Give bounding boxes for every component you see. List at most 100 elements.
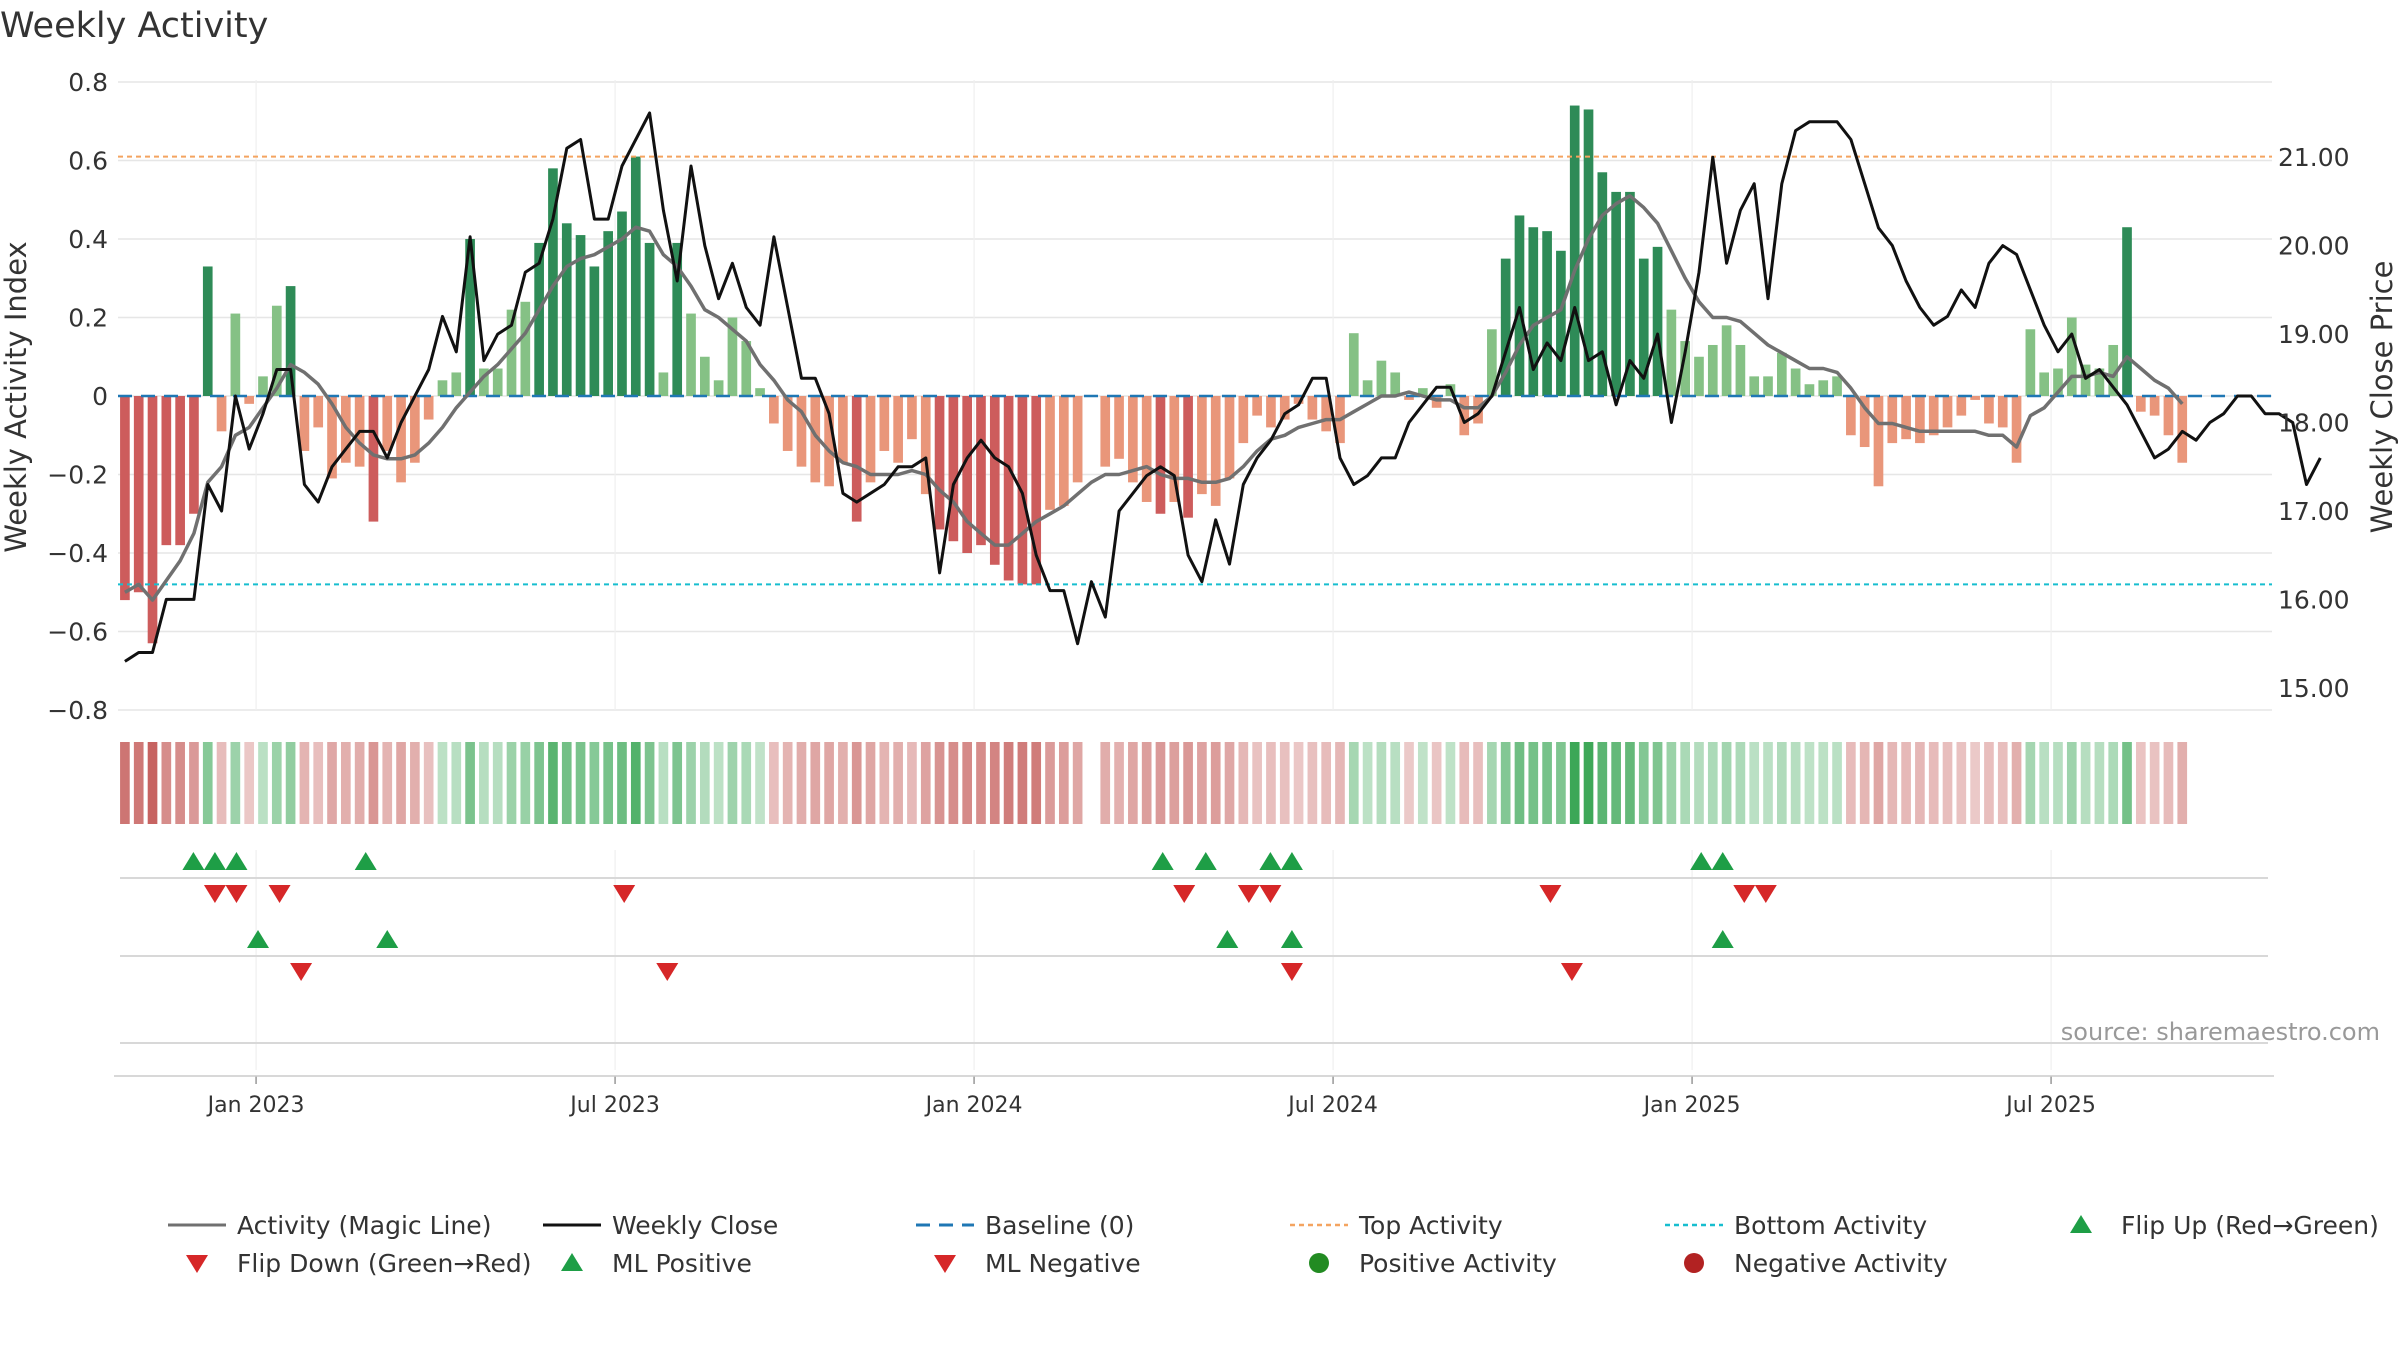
activity-bar xyxy=(1487,329,1497,396)
x-tick-label: Jul 2024 xyxy=(1286,1093,1378,1118)
activity-bar xyxy=(1763,376,1773,396)
heat-cell xyxy=(506,742,517,824)
flip-down-marker xyxy=(1259,885,1282,903)
heat-cell xyxy=(1100,742,1111,824)
activity-bar xyxy=(451,372,462,396)
heat-cell xyxy=(1790,742,1801,824)
heat-cell xyxy=(1376,742,1387,824)
activity-bar xyxy=(1749,376,1760,396)
heat-cell xyxy=(534,742,544,824)
heat-cell xyxy=(782,742,793,824)
flip-down-marker xyxy=(268,885,291,903)
activity-heat-strip xyxy=(120,742,2188,824)
heat-cell xyxy=(1901,742,1911,824)
heat-cell xyxy=(2135,742,2146,824)
y-left-tick-label: 0.2 xyxy=(68,304,108,333)
y-left-tick-label: −0.2 xyxy=(47,461,108,490)
activity-bar xyxy=(1680,341,1691,396)
activity-bar xyxy=(1611,191,1621,396)
activity-bar xyxy=(603,231,614,396)
activity-bar xyxy=(989,396,1000,565)
heat-cell xyxy=(948,742,959,824)
activity-bar xyxy=(2163,396,2174,436)
activity-bar xyxy=(1279,396,1290,420)
activity-bar xyxy=(976,396,986,546)
activity-bar xyxy=(1128,396,1138,483)
activity-bar xyxy=(1569,105,1580,397)
heat-cell xyxy=(589,742,600,824)
activity-bar xyxy=(644,242,655,396)
activity-bar xyxy=(2122,227,2132,396)
heat-cell xyxy=(271,742,282,824)
activity-bar xyxy=(755,388,765,396)
heat-cell xyxy=(617,742,627,824)
activity-bar xyxy=(1652,246,1663,396)
heat-cell xyxy=(340,742,351,824)
flip-down-marker xyxy=(1237,885,1260,903)
legend-label: ML Positive xyxy=(612,1249,752,1278)
ml-positive-marker xyxy=(1280,930,1303,948)
heat-cell xyxy=(1873,742,1884,824)
y-left-tick-label: −0.8 xyxy=(47,696,108,725)
heat-cell xyxy=(313,742,324,824)
activity-bar xyxy=(1818,380,1829,396)
heat-cell xyxy=(810,742,821,824)
activity-bars xyxy=(120,105,2188,644)
activity-bar xyxy=(699,356,710,396)
heat-cell xyxy=(299,742,310,824)
activity-bar xyxy=(1252,396,1262,416)
activity-bar xyxy=(1694,356,1704,396)
activity-bar xyxy=(824,396,834,487)
heat-cell xyxy=(1597,742,1608,824)
activity-bar xyxy=(2094,368,2105,396)
activity-bar xyxy=(1362,380,1373,396)
activity-bar xyxy=(1873,396,1884,487)
activity-bar xyxy=(561,223,572,396)
heat-cell xyxy=(1003,742,1014,824)
activity-bar xyxy=(437,380,448,396)
activity-bar xyxy=(479,368,489,396)
activity-bar xyxy=(161,396,172,546)
heat-cell xyxy=(686,742,696,824)
heat-cell xyxy=(1625,742,1635,824)
activity-bar xyxy=(630,156,641,396)
flip-down-marker xyxy=(225,885,248,903)
legend: Activity (Magic Line) Weekly Close Baselin… xyxy=(168,1211,2379,1278)
y-right-tick-label: 19.00 xyxy=(2278,320,2350,349)
activity-bar xyxy=(962,396,973,553)
y-left-tick-label: 0.8 xyxy=(68,68,108,97)
x-tick-label: Jul 2023 xyxy=(568,1093,660,1118)
activity-bar xyxy=(769,396,779,424)
heat-cell xyxy=(1266,742,1276,824)
activity-bar xyxy=(1721,325,1732,396)
heat-cell xyxy=(202,742,213,824)
heat-cell xyxy=(1307,742,1318,824)
heat-cell xyxy=(1169,742,1180,824)
activity-bar xyxy=(1556,250,1566,396)
heat-cell xyxy=(1293,742,1304,824)
y-right-tick-label: 20.00 xyxy=(2278,232,2350,261)
heat-cell xyxy=(520,742,531,824)
activity-bar xyxy=(1321,396,1332,432)
heat-cell xyxy=(1417,742,1428,824)
flip-up-marker xyxy=(182,852,205,870)
legend-item-flipdown: Flip Down (Green→Red) xyxy=(186,1249,532,1278)
activity-bar xyxy=(1417,388,1428,396)
activity-bar xyxy=(1735,344,1746,396)
heat-cell xyxy=(1058,742,1069,824)
heat-cell xyxy=(893,742,903,824)
heat-cell xyxy=(1473,742,1483,824)
legend-item-top: Top Activity xyxy=(1290,1211,1503,1240)
flip-markers xyxy=(120,852,2268,1044)
activity-bar xyxy=(879,396,890,451)
chart-title: Weekly Activity xyxy=(0,6,268,46)
activity-bar xyxy=(1666,309,1677,396)
heat-cell xyxy=(1984,742,1994,824)
activity-bar xyxy=(2039,372,2050,396)
ml-negative-marker xyxy=(290,963,313,981)
activity-bar xyxy=(1459,396,1470,436)
heat-cell xyxy=(603,742,614,824)
legend-label: Top Activity xyxy=(1358,1211,1503,1240)
ml-positive-marker xyxy=(1711,930,1734,948)
heat-cell xyxy=(423,742,434,824)
